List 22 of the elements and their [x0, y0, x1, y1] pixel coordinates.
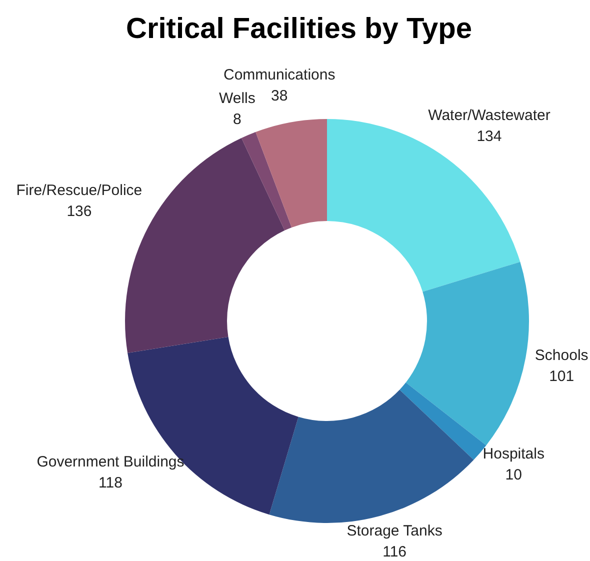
data-label: 38: [271, 88, 288, 105]
slice-label: Schools: [534, 346, 588, 364]
slice-label: Storage Tanks: [346, 522, 442, 540]
data-label: 136: [66, 203, 92, 220]
data-label: 134: [476, 128, 502, 145]
donut-slice: [241, 132, 292, 230]
data-label: 101: [549, 368, 574, 385]
chart-title: Critical Facilities by Type: [125, 12, 473, 47]
donut-slice: [327, 119, 520, 292]
data-label: 10: [505, 466, 522, 484]
slice-label: Water/Wastewater: [428, 106, 550, 124]
slice-label: Communications: [224, 66, 336, 84]
data-label: 8: [233, 110, 242, 128]
data-label: 118: [98, 474, 122, 492]
data-label: 116: [382, 543, 407, 560]
donut-slice: [256, 119, 327, 228]
slice-label: Wells: [219, 90, 256, 107]
slice-label: Hospitals: [482, 446, 544, 463]
slice-label: Government Buildings: [36, 454, 184, 471]
donut-slice: [406, 262, 529, 446]
donut-slice: [269, 390, 474, 523]
slice-label: Fire/Rescue/Police: [16, 182, 142, 200]
